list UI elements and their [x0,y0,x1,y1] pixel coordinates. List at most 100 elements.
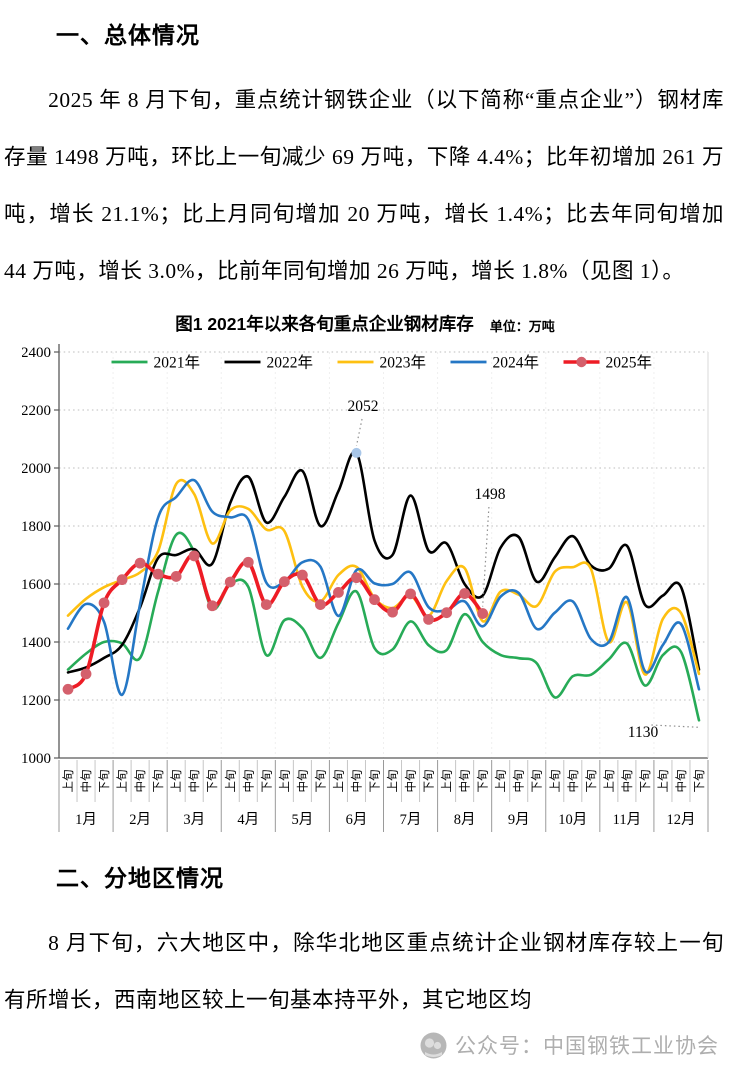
x-period-label: 中旬 [188,770,201,793]
x-period-label: 上旬 [387,770,400,793]
x-period-label: 下旬 [639,770,652,793]
chart-title: 图1 2021年以来各旬重点企业钢材库存 [175,314,474,334]
annotation-leader [651,724,700,728]
y-tick-label: 1400 [22,635,51,651]
legend-label-2024年: 2024年 [493,354,540,372]
x-period-label: 上旬 [549,770,562,793]
data-point-marker-2025年 [242,556,254,568]
x-month-label: 3月 [183,812,205,828]
data-point-marker-2025年 [80,668,92,680]
x-month-label: 11月 [613,812,641,828]
x-period-label: 中旬 [242,770,255,793]
x-period-label: 中旬 [296,770,309,793]
data-point-marker-2025年 [441,607,452,619]
watermark: 公众号：中国钢铁工业协会 [420,1030,719,1060]
x-period-label: 上旬 [332,770,345,793]
x-period-label: 中旬 [405,770,418,793]
section-heading-regional: 二、分地区情况 [56,865,224,891]
data-point-marker-2025年 [224,576,236,588]
legend-label-2025年: 2025年 [606,354,653,372]
x-month-label: 7月 [400,812,422,828]
x-period-label: 下旬 [152,770,165,793]
data-point-marker-2025年 [152,568,164,580]
paragraph-overall: 2025 年 8 月下旬，重点统计钢铁企业（以下简称“重点企业”）钢材库存量 1… [4,88,724,283]
x-period-label: 下旬 [531,770,544,793]
x-period-label: 中旬 [459,770,472,793]
y-tick-label: 1000 [22,751,51,767]
x-month-label: 12月 [666,812,695,828]
x-month-label: 2月 [129,812,151,828]
x-period-label: 中旬 [621,770,634,793]
watermark-text: 公众号：中国钢铁工业协会 [455,1035,719,1058]
x-period-label: 下旬 [314,770,327,793]
x-month-label: 4月 [237,812,259,828]
x-month-label: 9月 [508,812,530,828]
annotation-leader [355,418,363,447]
x-period-label: 上旬 [62,770,75,793]
chart-title-row: 图1 2021年以来各旬重点企业钢材库存 单位：万吨 [0,312,730,336]
legend-label-2022年: 2022年 [267,354,314,372]
data-point-marker-2025年 [477,608,489,619]
x-month-label: 5月 [292,812,314,828]
legend-label-2023年: 2023年 [380,354,427,372]
paragraph-regional: 8 月下旬，六大地区中，除华北地区重点统计企业钢材库存较上一旬有所增长，西南地区… [4,931,724,1012]
x-period-label: 下旬 [98,770,111,793]
x-period-label: 下旬 [585,770,598,793]
chart-figure: 图1 2021年以来各旬重点企业钢材库存 单位：万吨 1000 1200 1400 1… [0,312,730,843]
x-period-label: 上旬 [603,770,616,793]
x-month-label: 1月 [75,812,97,828]
y-tick-label: 2200 [22,403,51,419]
x-month-label: 6月 [346,812,368,828]
series-line-2023年 [66,478,701,676]
data-point-marker-2025年 [423,613,434,625]
article-page: { "sections": { "heading1": "一、总体情况", "p… [0,16,730,1075]
y-tick-label: 2400 [22,345,51,361]
x-period-label: 上旬 [224,770,237,793]
x-period-label: 上旬 [170,770,183,793]
x-period-label: 下旬 [368,770,381,793]
x-period-label: 下旬 [260,770,273,793]
data-point-marker-2025年 [188,550,200,562]
x-period-label: 上旬 [495,770,508,793]
x-period-label: 中旬 [80,770,93,793]
x-period-label: 上旬 [116,770,129,793]
x-period-label: 上旬 [278,770,291,793]
data-point-marker-2025年 [369,594,380,606]
data-point-marker-2025年 [98,597,110,609]
data-point-marker-2025年 [405,588,416,600]
x-period-label: 下旬 [693,770,706,793]
x-period-label: 中旬 [350,770,363,793]
data-point-marker-2025年 [459,588,471,599]
wechat-account-logo-icon [420,1032,447,1058]
legend-label-2021年: 2021年 [154,354,201,372]
chart-canvas-wrap: 1000 1200 1400 1600 1800 2000 2200 2400 上旬 中旬 下旬 上旬… [21,338,730,843]
data-point-marker-2025年 [62,683,74,695]
data-point-marker-2025年 [278,576,290,588]
series-line-2021年 [66,531,701,722]
data-point-marker-2025年 [296,569,308,581]
x-period-label: 上旬 [657,770,670,793]
data-point-marker-2025年 [260,599,272,610]
data-point-marker-2025年 [134,557,146,569]
x-period-label: 下旬 [206,770,219,793]
annotation-marker [351,447,362,458]
data-point-marker-2025年 [170,571,182,582]
section-heading-overall: 一、总体情况 [56,22,200,48]
series-line-2022年 [66,450,701,674]
y-tick-label: 2000 [22,461,51,477]
data-point-marker-2025年 [315,599,326,610]
x-period-label: 中旬 [675,770,688,793]
x-period-label: 下旬 [423,770,436,793]
x-period-label: 上旬 [441,770,454,793]
x-month-label: 10月 [558,812,587,828]
data-point-marker-2025年 [206,600,218,612]
x-period-label: 中旬 [513,770,526,793]
data-point-marker-2025年 [333,587,344,598]
x-period-label: 中旬 [134,770,147,793]
data-point-marker-2025年 [116,574,128,586]
annotation-label: 2052 [348,398,379,415]
y-tick-label: 1200 [22,693,51,709]
annotation-leader [482,506,490,607]
x-period-label: 中旬 [567,770,580,793]
